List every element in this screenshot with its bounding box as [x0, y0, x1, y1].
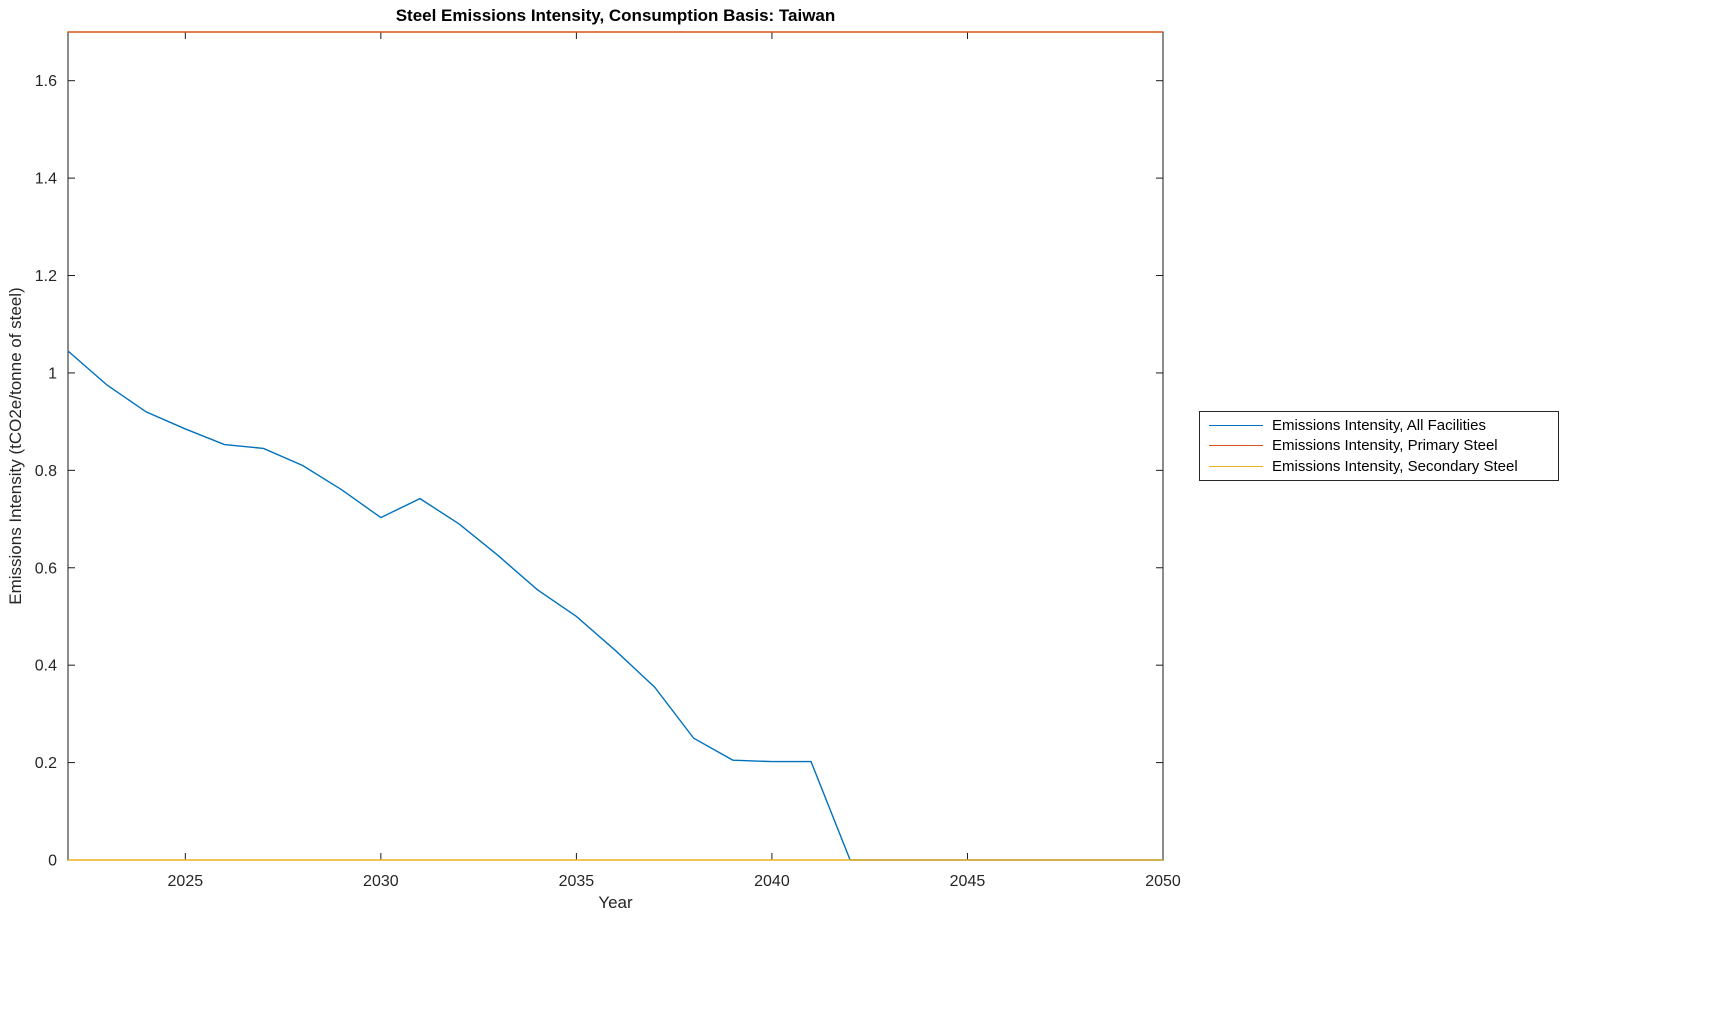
- legend-entry-primary-steel: Emissions Intensity, Primary Steel: [1200, 437, 1558, 454]
- legend-line-sample-primary-steel: [1209, 445, 1263, 447]
- y-tick-label: 0.2: [35, 755, 57, 772]
- x-tick-label: 2035: [559, 873, 595, 890]
- legend-label-secondary-steel: Emissions Intensity, Secondary Steel: [1272, 458, 1518, 476]
- legend-line-sample-secondary-steel: [1209, 466, 1263, 468]
- chart-title: Steel Emissions Intensity, Consumption B…: [395, 6, 836, 25]
- y-tick-label: 1.2: [35, 268, 57, 285]
- legend-line-sample-all-facilities: [1209, 424, 1263, 426]
- y-axis-label: Emissions Intensity (tCO2e/tonne of stee…: [6, 287, 25, 605]
- y-tick-label: 0.8: [35, 463, 57, 480]
- x-axis-label: Year: [598, 893, 633, 912]
- x-tick-label: 2025: [168, 873, 204, 890]
- y-tick-label: 0.6: [35, 560, 57, 577]
- legend-label-all-facilities: Emissions Intensity, All Facilities: [1272, 416, 1486, 434]
- y-tick-label: 1: [48, 365, 57, 382]
- x-tick-label: 2050: [1145, 873, 1181, 890]
- axes-box: [67, 31, 1164, 861]
- y-tick-label: 1.4: [35, 171, 57, 188]
- legend-label-primary-steel: Emissions Intensity, Primary Steel: [1272, 437, 1498, 455]
- x-tick-label: 2045: [950, 873, 986, 890]
- x-tick-label: 2040: [754, 873, 790, 890]
- legend: Emissions Intensity, All Facilities Emis…: [1199, 411, 1559, 481]
- legend-entry-secondary-steel: Emissions Intensity, Secondary Steel: [1200, 458, 1558, 475]
- y-tick-label: 1.6: [35, 73, 57, 90]
- x-tick-label: 2030: [363, 873, 399, 890]
- y-tick-label: 0.4: [35, 658, 57, 675]
- y-tick-label: 0: [48, 853, 57, 870]
- legend-entry-all-facilities: Emissions Intensity, All Facilities: [1200, 417, 1558, 434]
